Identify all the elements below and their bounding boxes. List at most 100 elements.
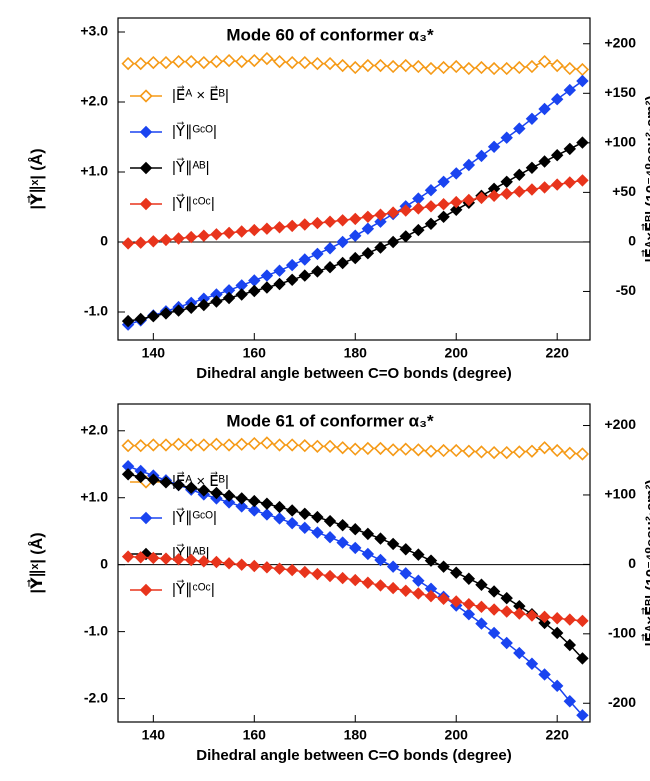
data-point [147, 551, 160, 565]
data-point [513, 185, 526, 198]
data-point [576, 74, 589, 88]
data-point [373, 441, 388, 456]
y-tick-label: 0 [100, 233, 108, 249]
data-point [222, 496, 236, 509]
data-point [159, 476, 173, 489]
data-point [336, 58, 350, 73]
data-point [210, 555, 223, 569]
data-point [159, 233, 173, 247]
data-point [374, 215, 387, 228]
y-tick-label: +1.0 [80, 488, 108, 504]
y-tick-label: +3.0 [80, 23, 108, 39]
data-point [349, 229, 362, 242]
data-point [323, 56, 337, 71]
data-point [487, 445, 501, 460]
data-point [349, 212, 362, 226]
data-point [209, 54, 224, 69]
data-point [525, 657, 539, 670]
data-point [235, 225, 248, 238]
data-point [171, 437, 186, 451]
data-point [222, 557, 236, 570]
data-point [538, 668, 551, 681]
legend-marker [139, 583, 153, 597]
data-point [386, 537, 400, 551]
data-point [210, 486, 223, 500]
data-point [374, 208, 387, 221]
data-point [248, 559, 261, 573]
legend-label: |E⃗ᴬ × E⃗ᴮ| [172, 471, 229, 490]
data-point [411, 443, 425, 457]
data-point [336, 214, 349, 227]
y2-tick-label: -50 [616, 282, 636, 298]
data-point [336, 536, 349, 549]
data-point [575, 62, 590, 77]
data-point [147, 473, 160, 486]
data-point [273, 500, 286, 514]
data-point [336, 441, 350, 455]
data-point [424, 217, 438, 231]
data-point [146, 55, 160, 70]
data-point [323, 514, 337, 528]
data-point [550, 612, 564, 625]
data-point [525, 112, 539, 126]
data-point [450, 566, 463, 579]
data-point [310, 439, 325, 453]
y2-tick-label: +50 [612, 183, 636, 199]
data-point [424, 61, 438, 76]
legend-marker [139, 197, 153, 211]
data-point [336, 235, 349, 249]
data-point [424, 589, 438, 603]
legend-label: |Y⃗∥ᶜᴼᶜ| [172, 579, 215, 598]
data-point [462, 597, 476, 611]
data-point [386, 581, 400, 595]
data-point [323, 569, 337, 583]
data-point [147, 235, 160, 248]
x-axis-label: Dihedral angle between C=O bonds (degree… [196, 365, 511, 382]
data-point [500, 445, 514, 460]
y-tick-label: +1.0 [80, 163, 108, 179]
data-point [147, 309, 160, 323]
data-point [487, 140, 501, 154]
data-point [563, 61, 577, 76]
data-point [222, 438, 236, 452]
data-point [247, 53, 261, 68]
data-point [260, 497, 274, 510]
y-tick-label: -1.0 [84, 303, 108, 319]
data-point [348, 442, 362, 456]
data-point [437, 560, 450, 573]
data-point [412, 574, 425, 587]
data-point [235, 492, 248, 505]
data-point [285, 55, 299, 70]
data-point [450, 167, 463, 180]
data-point [449, 443, 463, 458]
data-point [172, 553, 185, 566]
data-point [222, 226, 236, 240]
data-point [273, 221, 286, 234]
chart-title: Mode 61 of conformer α₃* [226, 411, 434, 430]
data-point [513, 122, 526, 135]
x-axis-label: Dihedral angle between C=O bonds (degree… [196, 747, 511, 764]
data-point [273, 562, 286, 575]
x-tick-label: 160 [243, 727, 267, 743]
data-point [349, 541, 362, 555]
data-point [437, 210, 450, 224]
data-point [411, 59, 425, 74]
data-point [386, 59, 400, 74]
legend-label: |Y⃗∥ᴳᶜᴼ| [172, 507, 217, 526]
data-point [298, 269, 311, 282]
data-point [121, 550, 135, 563]
data-point [248, 284, 261, 298]
data-point [197, 229, 211, 242]
data-point [184, 230, 198, 244]
y2-axis-label: |E⃗ᴬ×E⃗ᴮ| (10⁻⁴⁰esu²·cm²) [641, 95, 650, 262]
data-point [513, 646, 526, 660]
data-point [500, 636, 513, 650]
data-point [260, 281, 274, 294]
data-point [487, 189, 501, 203]
data-point [537, 441, 552, 455]
legend-marker [139, 161, 153, 175]
data-point [525, 161, 539, 175]
legend-label: |Y⃗∥ᶜᴼᶜ| [172, 193, 215, 212]
data-point [134, 439, 148, 453]
